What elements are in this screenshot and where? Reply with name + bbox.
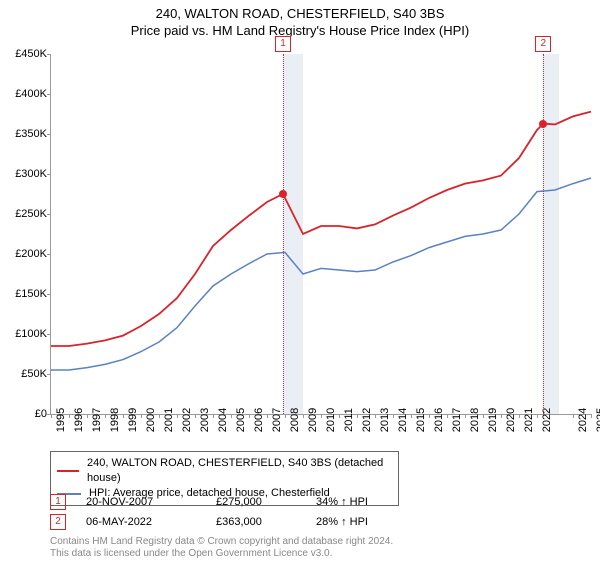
legend-label: 240, WALTON ROAD, CHESTERFIELD, S40 3BS … bbox=[87, 456, 392, 486]
y-axis-label: £100K bbox=[15, 328, 47, 340]
x-axis-label: 2014 bbox=[397, 408, 409, 432]
chart-subtitle: Price paid vs. HM Land Registry's House … bbox=[0, 23, 600, 38]
sale-date: 06-MAY-2022 bbox=[86, 516, 196, 528]
sale-price: £275,000 bbox=[216, 496, 296, 508]
y-axis-label: £400K bbox=[15, 88, 47, 100]
x-axis-label: 2017 bbox=[451, 408, 463, 432]
x-axis-label: 1998 bbox=[109, 408, 121, 432]
x-axis-label: 2000 bbox=[145, 408, 157, 432]
x-axis-label: 2012 bbox=[361, 408, 373, 432]
attribution-line-2: This data is licensed under the Open Gov… bbox=[50, 548, 590, 560]
sales-table: 1 20-NOV-2007 £275,000 34% ↑ HPI 2 06-MAY-202… bbox=[50, 494, 368, 534]
y-axis-label: £450K bbox=[15, 48, 47, 60]
line-series-svg bbox=[51, 54, 591, 414]
sale-dot bbox=[279, 190, 287, 198]
sale-vline bbox=[283, 54, 284, 414]
y-axis-label: £350K bbox=[15, 128, 47, 140]
x-axis-label: 2007 bbox=[271, 408, 283, 432]
sale-row: 1 20-NOV-2007 £275,000 34% ↑ HPI bbox=[50, 494, 368, 510]
x-axis-label: 2008 bbox=[289, 408, 301, 432]
x-axis-label: 1997 bbox=[91, 408, 103, 432]
sale-row-marker: 2 bbox=[50, 514, 66, 530]
x-axis-label: 2002 bbox=[181, 408, 193, 432]
x-axis-label: 2019 bbox=[487, 408, 499, 432]
x-axis-label: 2020 bbox=[505, 408, 517, 432]
attribution-line-1: Contains HM Land Registry data © Crown c… bbox=[50, 536, 590, 548]
y-axis-label: £200K bbox=[15, 248, 47, 260]
x-axis-label: 2001 bbox=[163, 408, 175, 432]
sale-delta: 28% ↑ HPI bbox=[316, 516, 368, 528]
sale-vline bbox=[543, 54, 544, 414]
plot-area: £0£50K£100K£150K£200K£250K£300K£350K£400… bbox=[50, 54, 591, 415]
legend-swatch bbox=[57, 470, 79, 472]
x-axis-label: 2006 bbox=[253, 408, 265, 432]
x-axis-label: 1999 bbox=[127, 408, 139, 432]
y-axis-label: £250K bbox=[15, 208, 47, 220]
x-axis-label: 2025 bbox=[595, 408, 600, 432]
x-axis-label: 1995 bbox=[55, 408, 67, 432]
x-axis-label: 2013 bbox=[379, 408, 391, 432]
x-axis-label: 2024 bbox=[577, 408, 589, 432]
sale-price: £363,000 bbox=[216, 516, 296, 528]
sale-row: 2 06-MAY-2022 £363,000 28% ↑ HPI bbox=[50, 514, 368, 530]
series-line bbox=[51, 112, 591, 346]
x-axis-label: 2011 bbox=[343, 408, 355, 432]
x-axis-label: 2004 bbox=[217, 408, 229, 432]
y-axis-label: £150K bbox=[15, 288, 47, 300]
x-axis-label: 2003 bbox=[199, 408, 211, 432]
x-axis-label: 1996 bbox=[73, 408, 85, 432]
y-axis-label: £0 bbox=[35, 408, 47, 420]
x-axis-label: 2009 bbox=[307, 408, 319, 432]
x-axis-label: 2010 bbox=[325, 408, 337, 432]
sale-dot bbox=[539, 120, 547, 128]
chart-container: { "title": "240, WALTON ROAD, CHESTERFIE… bbox=[0, 6, 600, 566]
x-axis-label: 2021 bbox=[523, 408, 535, 432]
series-line bbox=[51, 178, 591, 370]
sale-marker-box: 2 bbox=[535, 36, 551, 52]
x-axis-label: 2016 bbox=[433, 408, 445, 432]
x-axis-label: 2005 bbox=[235, 408, 247, 432]
legend-item: 240, WALTON ROAD, CHESTERFIELD, S40 3BS … bbox=[57, 456, 392, 486]
sale-delta: 34% ↑ HPI bbox=[316, 496, 368, 508]
sale-date: 20-NOV-2007 bbox=[86, 496, 196, 508]
sale-row-marker: 1 bbox=[50, 494, 66, 510]
y-axis-label: £300K bbox=[15, 168, 47, 180]
y-axis-label: £50K bbox=[21, 368, 47, 380]
sale-marker-box: 1 bbox=[275, 36, 291, 52]
attribution-text: Contains HM Land Registry data © Crown c… bbox=[50, 536, 590, 560]
x-axis-label: 2018 bbox=[469, 408, 481, 432]
chart-title: 240, WALTON ROAD, CHESTERFIELD, S40 3BS bbox=[0, 6, 600, 21]
x-axis-label: 2015 bbox=[415, 408, 427, 432]
chart-area: £0£50K£100K£150K£200K£250K£300K£350K£400… bbox=[50, 54, 590, 414]
